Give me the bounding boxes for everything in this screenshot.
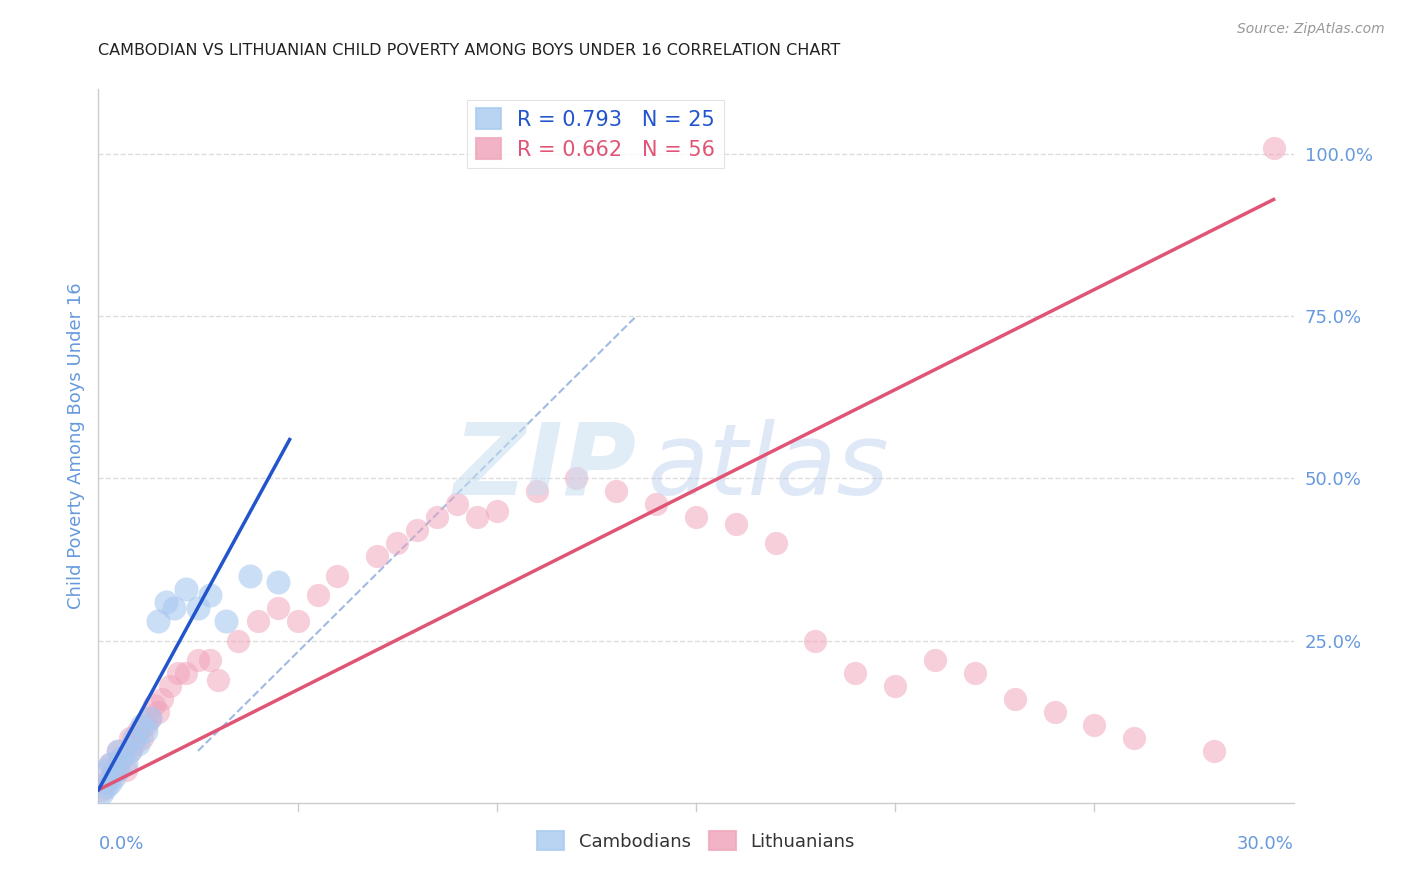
Point: [159, 679, 181, 693]
Point: [139, 711, 162, 725]
Point: [198, 588, 221, 602]
Point: [96, 776, 118, 790]
Point: [565, 471, 588, 485]
Point: [1263, 140, 1285, 154]
Point: [187, 601, 209, 615]
Point: [150, 692, 173, 706]
Point: [111, 750, 134, 764]
Point: [124, 738, 146, 752]
Point: [187, 653, 209, 667]
Point: [804, 633, 827, 648]
Point: [645, 497, 668, 511]
Point: [465, 510, 488, 524]
Point: [107, 744, 129, 758]
Point: [100, 770, 122, 784]
Point: [844, 666, 866, 681]
Point: [103, 770, 125, 784]
Point: [148, 614, 170, 628]
Point: [1123, 731, 1146, 745]
Text: CAMBODIAN VS LITHUANIAN CHILD POVERTY AMONG BOYS UNDER 16 CORRELATION CHART: CAMBODIAN VS LITHUANIAN CHILD POVERTY AM…: [98, 43, 841, 58]
Point: [326, 568, 349, 582]
Point: [174, 582, 197, 596]
Point: [287, 614, 309, 628]
Point: [1043, 705, 1066, 719]
Point: [307, 588, 329, 602]
Point: [96, 780, 118, 794]
Point: [406, 524, 429, 538]
Point: [143, 698, 166, 713]
Point: [526, 484, 548, 499]
Point: [1083, 718, 1105, 732]
Point: [1202, 744, 1225, 758]
Point: [107, 764, 129, 778]
Point: [446, 497, 468, 511]
Point: [239, 568, 262, 582]
Point: [135, 718, 157, 732]
Point: [100, 756, 122, 771]
Point: [246, 614, 269, 628]
Point: [226, 633, 249, 648]
Y-axis label: Child Poverty Among Boys Under 16: Child Poverty Among Boys Under 16: [66, 283, 84, 609]
Point: [884, 679, 907, 693]
Point: [385, 536, 409, 550]
Point: [148, 705, 170, 719]
Point: [605, 484, 627, 499]
Text: ZIP: ZIP: [453, 419, 637, 516]
Point: [207, 673, 229, 687]
Point: [155, 595, 177, 609]
Point: [765, 536, 787, 550]
Point: [724, 516, 747, 531]
Point: [103, 764, 125, 778]
Point: [963, 666, 986, 681]
Point: [215, 614, 238, 628]
Point: [174, 666, 197, 681]
Point: [924, 653, 946, 667]
Text: atlas: atlas: [648, 419, 890, 516]
Point: [135, 724, 157, 739]
Point: [366, 549, 388, 564]
Point: [127, 738, 149, 752]
Point: [685, 510, 707, 524]
Point: [120, 744, 142, 758]
Point: [131, 731, 153, 745]
Text: 0.0%: 0.0%: [98, 835, 143, 853]
Point: [131, 718, 153, 732]
Point: [163, 601, 186, 615]
Point: [267, 601, 290, 615]
Legend: Cambodians, Lithuanians: Cambodians, Lithuanians: [530, 824, 862, 858]
Point: [139, 711, 162, 725]
Point: [426, 510, 449, 524]
Point: [127, 724, 149, 739]
Point: [91, 786, 114, 800]
Point: [100, 756, 122, 771]
Point: [485, 504, 508, 518]
Point: [107, 744, 129, 758]
Point: [115, 764, 138, 778]
Point: [115, 756, 138, 771]
Point: [100, 776, 122, 790]
Point: [91, 782, 114, 797]
Text: 30.0%: 30.0%: [1237, 835, 1294, 853]
Point: [120, 744, 142, 758]
Point: [120, 731, 142, 745]
Point: [1004, 692, 1026, 706]
Point: [96, 764, 118, 778]
Point: [111, 750, 134, 764]
Point: [124, 731, 146, 745]
Text: Source: ZipAtlas.com: Source: ZipAtlas.com: [1237, 22, 1385, 37]
Point: [198, 653, 221, 667]
Point: [107, 756, 129, 771]
Point: [167, 666, 190, 681]
Point: [267, 575, 290, 590]
